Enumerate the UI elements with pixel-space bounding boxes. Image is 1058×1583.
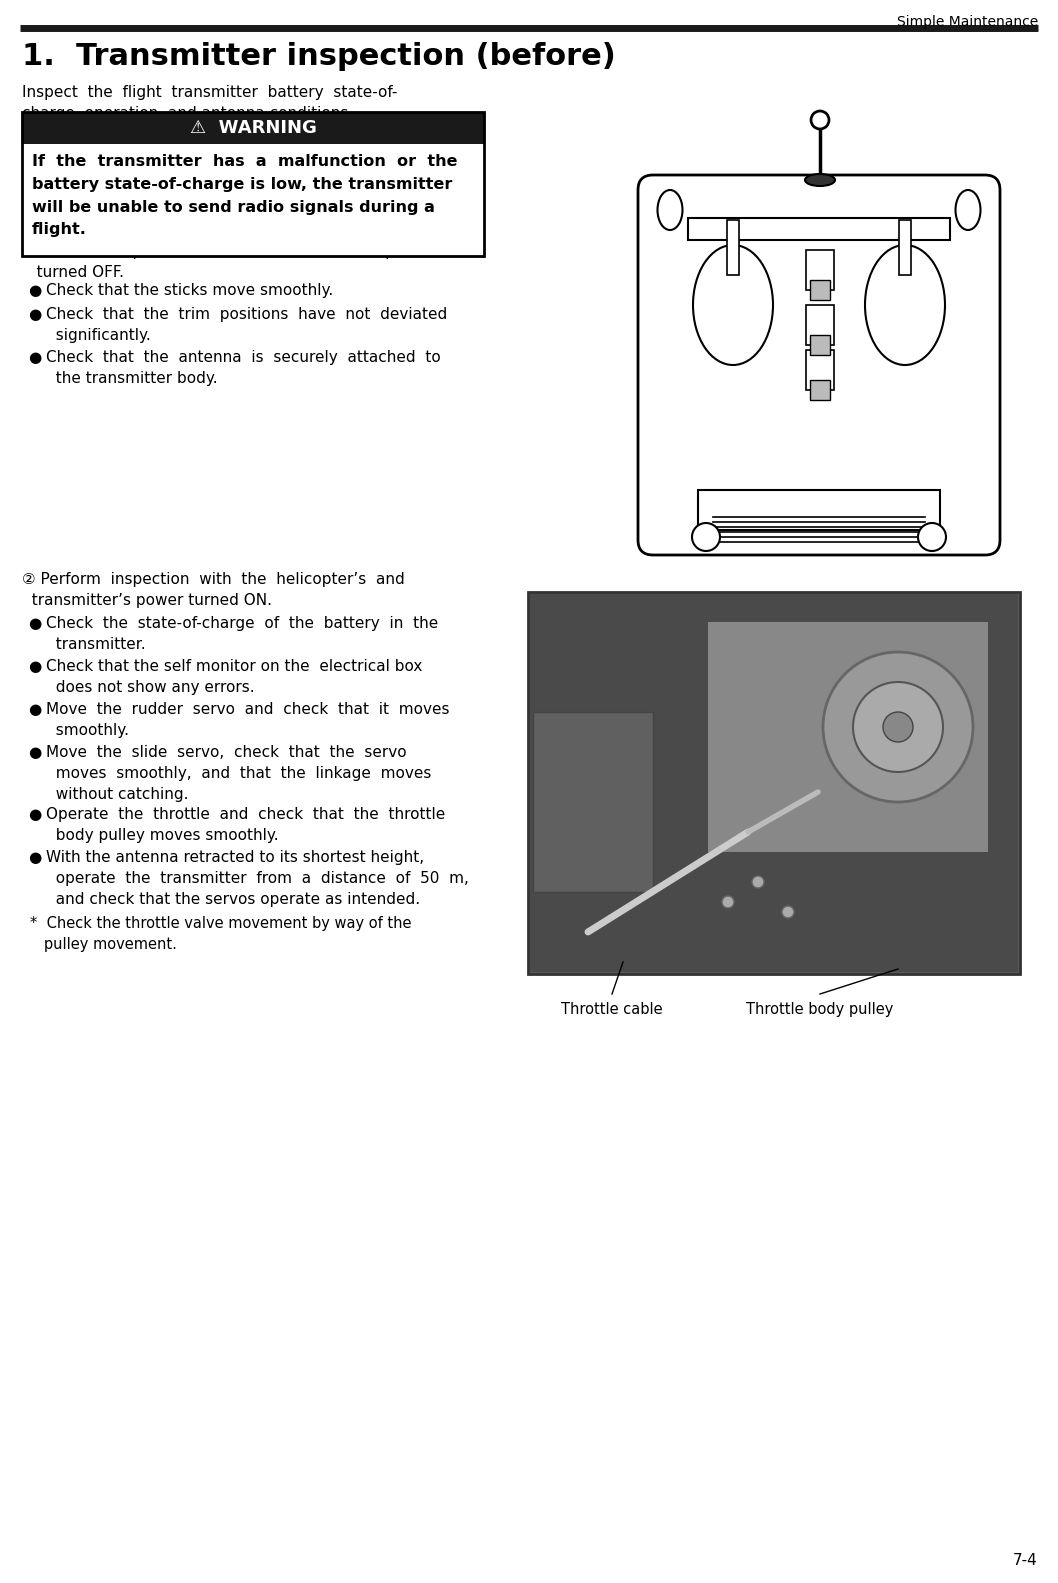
- Circle shape: [823, 652, 973, 803]
- Bar: [22, 112, 484, 144]
- Ellipse shape: [955, 190, 981, 230]
- Circle shape: [811, 111, 829, 128]
- Text: Check  that  the  antenna  is  securely  attached  to
  the transmitter body.: Check that the antenna is securely attac…: [45, 350, 441, 386]
- Circle shape: [853, 682, 943, 773]
- Bar: [698, 491, 940, 530]
- Bar: [533, 712, 653, 891]
- FancyBboxPatch shape: [638, 176, 1000, 556]
- Text: Check that the self monitor on the  electrical box
  does not show any errors.: Check that the self monitor on the elect…: [45, 659, 422, 695]
- Text: 1.  Transmitter inspection (before): 1. Transmitter inspection (before): [22, 43, 616, 71]
- Text: Check that the sticks move smoothly.: Check that the sticks move smoothly.: [45, 283, 333, 298]
- Text: If  the  transmitter  has  a  malfunction  or  the
battery state-of-charge is lo: If the transmitter has a malfunction or …: [32, 154, 457, 237]
- Text: Inspect  the  flight  transmitter  battery  state-of-
charge, operation, and ant: Inspect the flight transmitter battery s…: [22, 85, 398, 120]
- Ellipse shape: [865, 245, 945, 366]
- Text: ⚠  WARNING: ⚠ WARNING: [189, 119, 316, 138]
- Circle shape: [722, 896, 734, 909]
- Text: ② Perform  inspection  with  the  helicopter’s  and
  transmitter’s power turned: ② Perform inspection with the helicopter…: [22, 571, 405, 608]
- Bar: [810, 280, 829, 301]
- Text: *  Check the throttle valve movement by way of the
   pulley movement.: * Check the throttle valve movement by w…: [30, 917, 412, 951]
- Ellipse shape: [693, 245, 773, 366]
- Bar: [810, 380, 829, 400]
- Text: ●: ●: [28, 746, 41, 760]
- Text: ●: ●: [28, 807, 41, 822]
- Bar: [810, 336, 829, 355]
- Bar: [22, 112, 484, 256]
- Ellipse shape: [805, 174, 835, 185]
- Text: ●: ●: [28, 307, 41, 321]
- Bar: [22, 144, 484, 256]
- Text: Simple Maintenance: Simple Maintenance: [897, 14, 1038, 28]
- Text: ●: ●: [28, 616, 41, 632]
- Circle shape: [782, 905, 794, 918]
- Circle shape: [752, 875, 764, 888]
- Text: With the antenna retracted to its shortest height,
  operate  the  transmitter  : With the antenna retracted to its shorte…: [45, 850, 469, 907]
- Text: ●: ●: [28, 350, 41, 366]
- Bar: [806, 250, 834, 290]
- Text: 7-4: 7-4: [1014, 1553, 1038, 1569]
- Text: Move  the  slide  servo,  check  that  the  servo
  moves  smoothly,  and  that : Move the slide servo, check that the ser…: [45, 746, 432, 803]
- Text: Throttle body pulley: Throttle body pulley: [746, 1002, 894, 1016]
- Text: Check  that  the  trim  positions  have  not  deviated
  significantly.: Check that the trim positions have not d…: [45, 307, 448, 344]
- Circle shape: [883, 712, 913, 742]
- Text: ●: ●: [28, 701, 41, 717]
- Bar: [528, 592, 1020, 974]
- Bar: [688, 218, 950, 241]
- Text: Throttle cable: Throttle cable: [561, 1002, 662, 1016]
- Text: ●: ●: [28, 659, 41, 674]
- Bar: [899, 220, 911, 275]
- Text: Check  the  state-of-charge  of  the  battery  in  the
  transmitter.: Check the state-of-charge of the battery…: [45, 616, 438, 652]
- Text: ●: ●: [28, 283, 41, 298]
- Text: ●: ●: [28, 850, 41, 864]
- Bar: [806, 350, 834, 389]
- Text: Move  the  rudder  servo  and  check  that  it  moves
  smoothly.: Move the rudder servo and check that it …: [45, 701, 450, 738]
- Text: Operate  the  throttle  and  check  that  the  throttle
  body pulley moves smoo: Operate the throttle and check that the …: [45, 807, 445, 844]
- Bar: [727, 220, 738, 275]
- Circle shape: [692, 522, 720, 551]
- Text: ① Perform  inspection  with  the  transmitter’s  power
   turned OFF.: ① Perform inspection with the transmitte…: [22, 244, 433, 280]
- Bar: [530, 594, 1018, 972]
- Text: Tightening: Tightening: [740, 180, 814, 195]
- Ellipse shape: [657, 190, 682, 230]
- Bar: [806, 306, 834, 345]
- Circle shape: [918, 522, 946, 551]
- Bar: [708, 622, 988, 852]
